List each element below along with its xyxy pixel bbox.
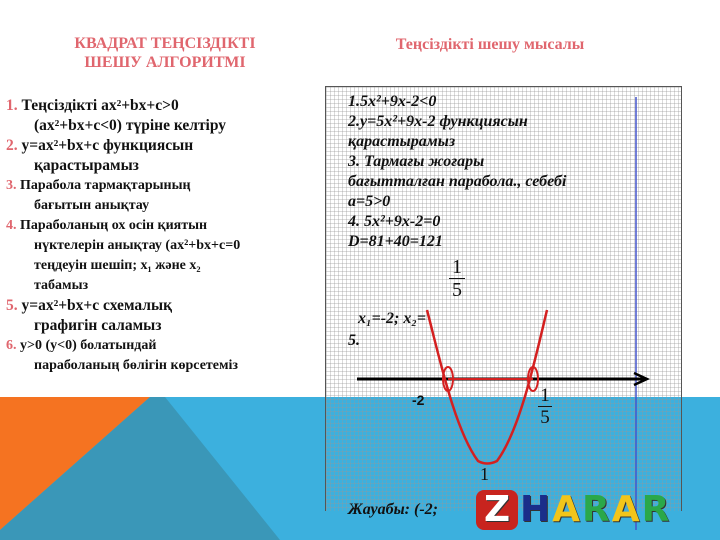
answer-text: Жауабы: (-2; <box>348 501 438 518</box>
example-title: Теңсіздікті шешу мысалы <box>395 36 585 53</box>
root-label-left: -2 <box>412 392 425 408</box>
x-axis-arrow-icon <box>633 371 650 387</box>
roots-text: x₁=-2; x₂= <box>358 310 427 327</box>
step-6: 6. y>0 (y<0) болатындай параболаның бөліг… <box>6 338 239 373</box>
parabola-curve <box>425 309 549 465</box>
step-5: 5. y=ax²+bx+c схемалық графигін саламыз <box>6 297 173 334</box>
step-3: 3. Парабола тармақтарының бағытын анықтау <box>6 178 191 213</box>
algorithm-title: КВАДРАТ ТЕҢСІЗДІКТІ ШЕШУ АЛГОРИТМІ <box>74 35 256 71</box>
algorithm-steps: 1. Теңсіздікті ax²+bx+c>0 (ax²+bx+c<0) тү… <box>6 96 326 376</box>
root-marker-right <box>527 366 539 392</box>
step-2: 2. y=ax²+bx+c функциясын қарастырамыз <box>6 137 194 174</box>
step-5-label: 5. <box>348 332 360 349</box>
vertex-label: 1 <box>480 464 489 484</box>
example-solution: 1.5x²+9x-2<0 2.y=5x²+9x-2 функциясын қарас… <box>348 93 567 250</box>
step-4: 4. Параболаның ох осін қиятын нүктелерін … <box>6 218 241 293</box>
graph-paper-panel <box>325 86 682 511</box>
zharar-logo: Z H A R A R <box>476 490 669 530</box>
step-1: 1. Теңсіздікті ax²+bx+c>0 (ax²+bx+c<0) тү… <box>6 97 227 134</box>
root-marker-left <box>442 366 454 392</box>
